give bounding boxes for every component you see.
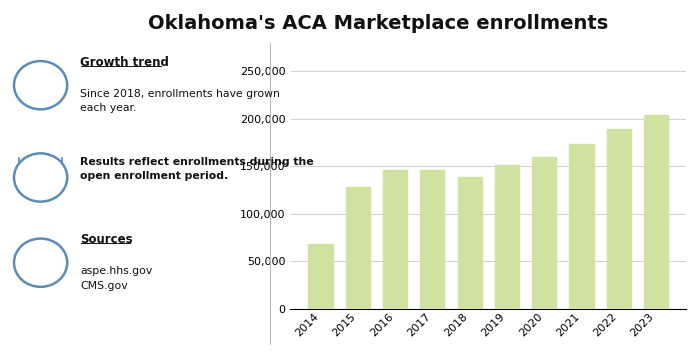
Bar [606,129,631,309]
Bar [420,170,444,309]
Text: Growth trend: Growth trend [80,56,169,69]
Text: health
insurance: health insurance [15,303,58,323]
Text: aspe.hhs.gov
CMS.gov: aspe.hhs.gov CMS.gov [80,266,153,291]
Bar [569,144,594,309]
Bar [495,165,519,309]
Text: Sources: Sources [80,233,133,246]
Circle shape [35,70,46,80]
Text: Oklahoma's ACA Marketplace enrollments: Oklahoma's ACA Marketplace enrollments [148,14,608,33]
FancyBboxPatch shape [29,246,53,274]
Circle shape [23,75,32,82]
Bar [346,187,370,309]
Bar [309,244,332,309]
Text: Since 2018, enrollments have grown
each year.: Since 2018, enrollments have grown each … [80,89,281,113]
FancyBboxPatch shape [22,250,47,278]
Bar [458,176,482,309]
Text: Results reflect enrollments during the
open enrollment period.: Results reflect enrollments during the o… [80,157,314,181]
FancyBboxPatch shape [48,81,60,93]
Circle shape [50,75,58,82]
Bar [532,157,556,309]
Text: .org™: .org™ [19,331,55,341]
FancyBboxPatch shape [22,81,33,93]
Bar [644,115,668,309]
Bar [383,170,407,309]
FancyBboxPatch shape [34,78,47,93]
